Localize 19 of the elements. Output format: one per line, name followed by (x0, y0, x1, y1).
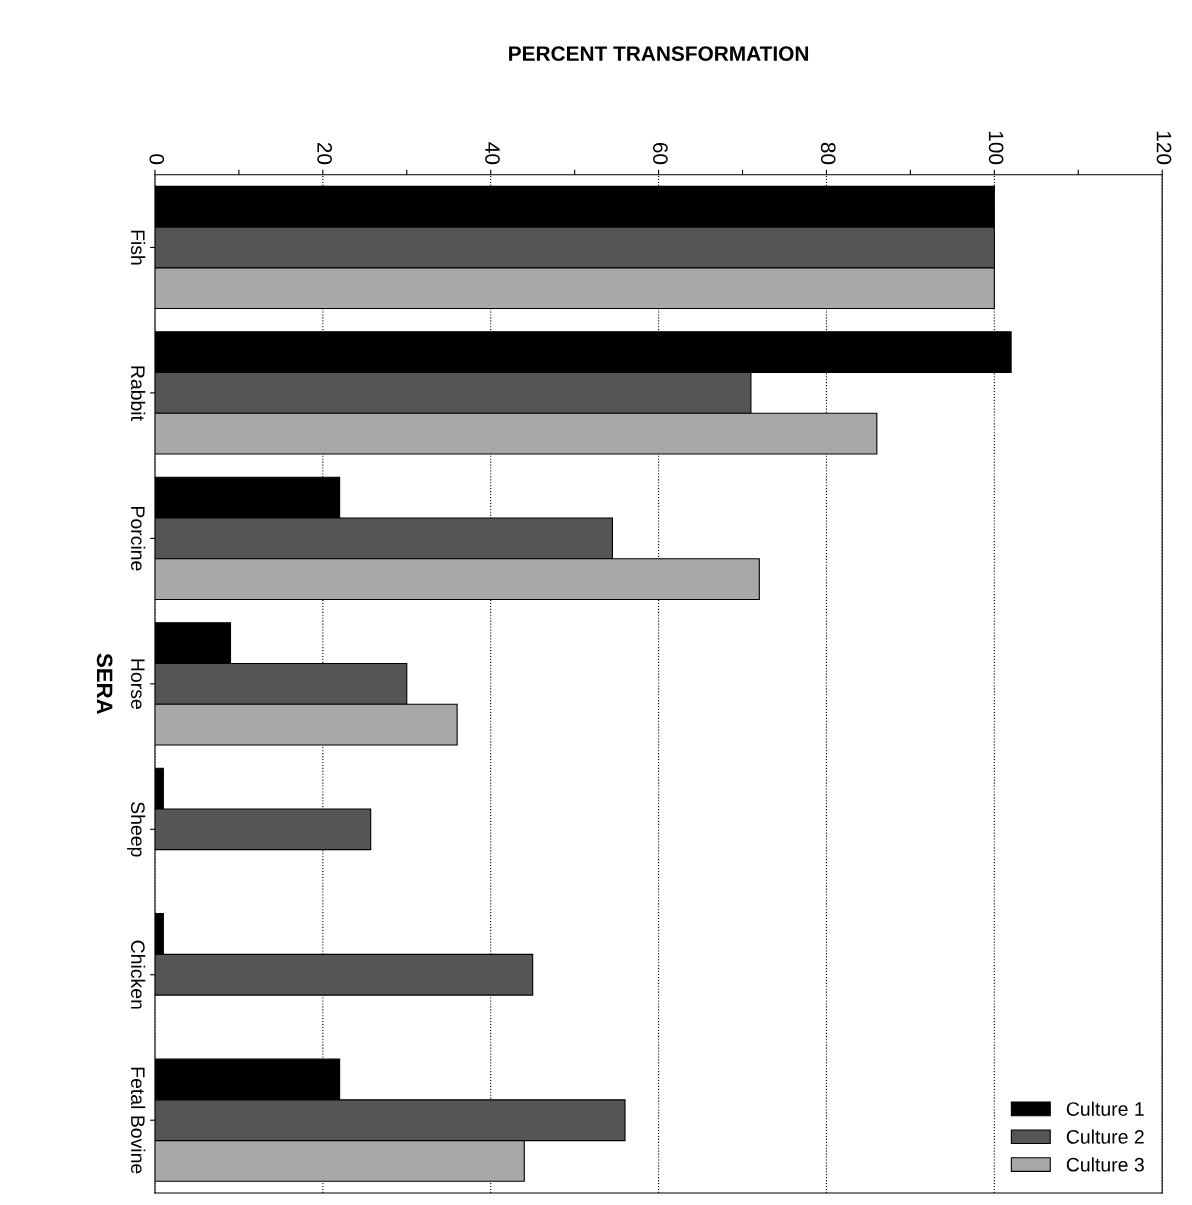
x-tick-label: 20 (317, 142, 332, 165)
y-axis-title: SERA (96, 653, 113, 715)
y-tick-label: Chicken (130, 940, 146, 1009)
x-tick-label: 120 (1156, 131, 1172, 165)
legend-label: Culture 3 (1066, 1157, 1144, 1172)
legend-label: Culture 2 (1066, 1129, 1144, 1144)
x-tick-label: 60 (652, 142, 668, 165)
x-tick-label: 0 (149, 154, 165, 165)
y-tick-label: Fish (130, 230, 146, 265)
y-tick-label: Porcine (130, 507, 146, 571)
y-tick-label: Rabbit (130, 366, 146, 421)
y-tick-label: Fetal Bovine (130, 1067, 146, 1174)
x-tick-label: 100 (988, 131, 1004, 165)
x-axis-title: PERCENT TRANSFORMATION (509, 46, 809, 62)
y-tick-label: Horse (130, 659, 145, 709)
x-tick-label: 40 (485, 142, 500, 165)
y-tick-label: Sheep (127, 802, 146, 857)
x-tick-label: 80 (820, 142, 836, 165)
legend-label: Culture 1 (1066, 1101, 1144, 1116)
